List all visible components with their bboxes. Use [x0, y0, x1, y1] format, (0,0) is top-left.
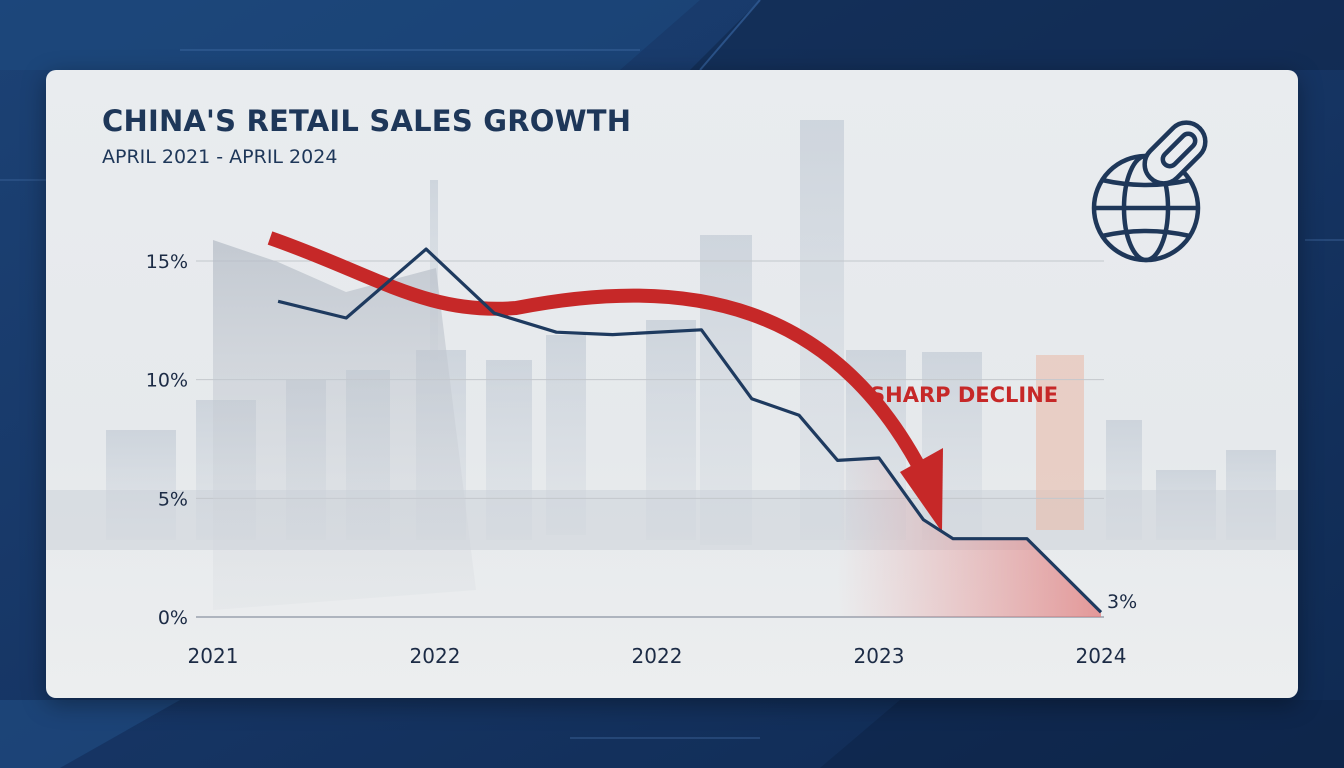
orange-building-haze: [1036, 355, 1084, 530]
chart-area: 0% 5% 10% 15% 2021 2022 2022 2023 2024 SHARP DE…: [46, 120, 1298, 668]
decline-shaded-area: [837, 457, 1101, 617]
y-tick-label: 0%: [158, 607, 188, 629]
y-tick-label: 5%: [158, 488, 188, 510]
x-tick-label: 2021: [188, 644, 239, 668]
sharp-decline-arrow: [267, 231, 943, 532]
chart-subtitle: APRIL 2021 - APRIL 2024: [102, 146, 338, 168]
series-line: [277, 247, 1103, 614]
gray-area-shape: [213, 240, 476, 610]
x-tick-label: 2022: [632, 644, 683, 668]
x-tick-label: 2023: [854, 644, 905, 668]
chart-title: CHINA'S RETAIL SALES GROWTH: [102, 104, 632, 138]
chart-card: 0% 5% 10% 15% 2021 2022 2022 2023 2024 SHARP DE…: [46, 70, 1298, 698]
annotation-end-value: 3%: [1107, 591, 1137, 613]
y-tick-label: 15%: [146, 251, 188, 273]
annotation-sharp-decline: SHARP DECLINE: [870, 383, 1058, 407]
x-tick-label: 2024: [1076, 644, 1127, 668]
x-tick-label: 2022: [410, 644, 461, 668]
y-tick-label: 10%: [146, 370, 188, 392]
globe-link-icon: [1091, 120, 1208, 263]
